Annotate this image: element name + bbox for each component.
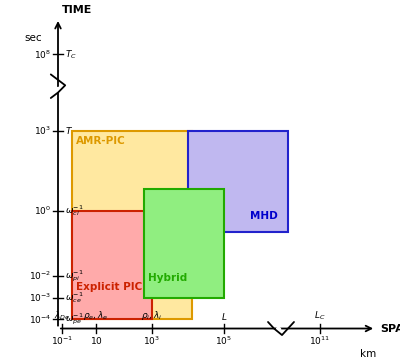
Bar <box>144 189 224 298</box>
Text: $\omega_{pi}^{-1}$: $\omega_{pi}^{-1}$ <box>65 268 84 284</box>
Text: $10^{3}$: $10^{3}$ <box>34 125 51 137</box>
Text: MHD: MHD <box>250 211 278 221</box>
Text: $10^{11}$: $10^{11}$ <box>310 335 330 347</box>
Text: $T_C$: $T_C$ <box>65 48 77 61</box>
Text: $\rho_i, \lambda_i$: $\rho_i, \lambda_i$ <box>141 309 163 322</box>
Text: $10^{-4}$: $10^{-4}$ <box>29 313 51 326</box>
Text: $10^{3}$: $10^{3}$ <box>144 335 160 347</box>
Text: $L$: $L$ <box>221 311 227 322</box>
Text: $10^{-1}$: $10^{-1}$ <box>51 335 73 347</box>
Text: Explicit PIC: Explicit PIC <box>76 282 142 292</box>
Text: Hybrid: Hybrid <box>148 273 187 283</box>
Text: $\rho_e, \lambda_e$: $\rho_e, \lambda_e$ <box>83 309 109 322</box>
Text: $\omega_{pe}^{-1}$: $\omega_{pe}^{-1}$ <box>65 312 84 327</box>
Text: $T$: $T$ <box>65 125 73 136</box>
Text: $L_C$: $L_C$ <box>314 310 326 322</box>
Text: $10^{5}$: $10^{5}$ <box>216 335 232 347</box>
Text: $10^{-3}$: $10^{-3}$ <box>29 291 51 304</box>
Text: $\omega_{ci}^{-1}$: $\omega_{ci}^{-1}$ <box>65 203 84 218</box>
Text: SPACE: SPACE <box>380 323 400 334</box>
Text: km: km <box>360 349 376 359</box>
Bar <box>72 131 192 319</box>
Text: $10^{-2}$: $10^{-2}$ <box>29 270 51 282</box>
Text: TIME: TIME <box>62 4 92 15</box>
Text: sec: sec <box>24 33 42 43</box>
Text: $10^{0}$: $10^{0}$ <box>34 204 51 217</box>
Text: $10$: $10$ <box>90 335 102 346</box>
Text: $\omega_{ce}^{-1}$: $\omega_{ce}^{-1}$ <box>65 290 84 305</box>
Text: AMR-PIC: AMR-PIC <box>76 136 126 146</box>
Bar <box>188 131 288 232</box>
Bar <box>72 211 152 319</box>
Text: $\lambda_{De}$: $\lambda_{De}$ <box>54 310 70 322</box>
Text: $10^{8}$: $10^{8}$ <box>34 48 51 61</box>
